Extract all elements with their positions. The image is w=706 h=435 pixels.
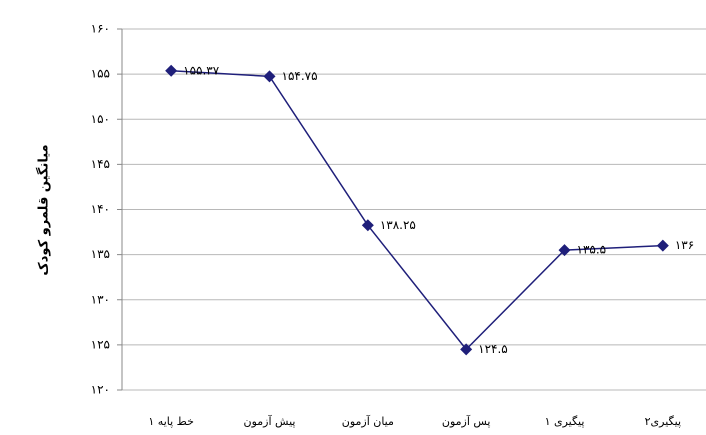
x-tick-label: پیش آزمون: [244, 414, 296, 428]
y-tick-label: ۱۶۰: [91, 22, 110, 36]
x-tick-label: میان آزمون: [342, 414, 394, 428]
chart: میانگین قلمرو کودک ۱۲۰ ۱۲۵ ۱۳۰ ۱۳۵ ۱۴۰ ۱۴۵ ۱۵۰…: [0, 0, 706, 435]
y-tick-label: ۱۳۵: [91, 247, 110, 261]
y-tick-label: ۱۴۵: [91, 157, 110, 171]
data-label: ۱۳۸.۲۵: [380, 218, 416, 232]
x-tick-label: خط پایه ۱: [148, 415, 194, 428]
marker: [264, 70, 276, 82]
y-tick-label: ۱۵۵: [91, 67, 110, 81]
y-tick-label: ۱۳۰: [91, 292, 110, 306]
x-tick-label: پیگیری۲: [645, 415, 681, 428]
data-label: ۱۳۶: [675, 238, 694, 252]
y-tick-label: ۱۲۵: [91, 337, 110, 351]
y-tick-label: ۱۵۰: [91, 112, 110, 126]
x-tick-label: پس آزمون: [442, 414, 491, 428]
y-tick-label: ۱۲۰: [91, 383, 110, 397]
data-label: ۱۵۵.۳۷: [183, 63, 220, 77]
data-label: ۱۵۴.۷۵: [282, 69, 318, 83]
marker: [165, 65, 177, 77]
x-tick-label: پیگیری ۱: [545, 415, 585, 428]
y-tick-label: ۱۴۰: [91, 202, 110, 216]
marker: [657, 240, 669, 252]
data-label: ۱۳۵.۵: [577, 243, 607, 257]
series-line: [171, 71, 663, 350]
data-label: ۱۲۴.۵: [478, 342, 508, 356]
y-axis-label: میانگین قلمرو کودک: [36, 144, 52, 275]
